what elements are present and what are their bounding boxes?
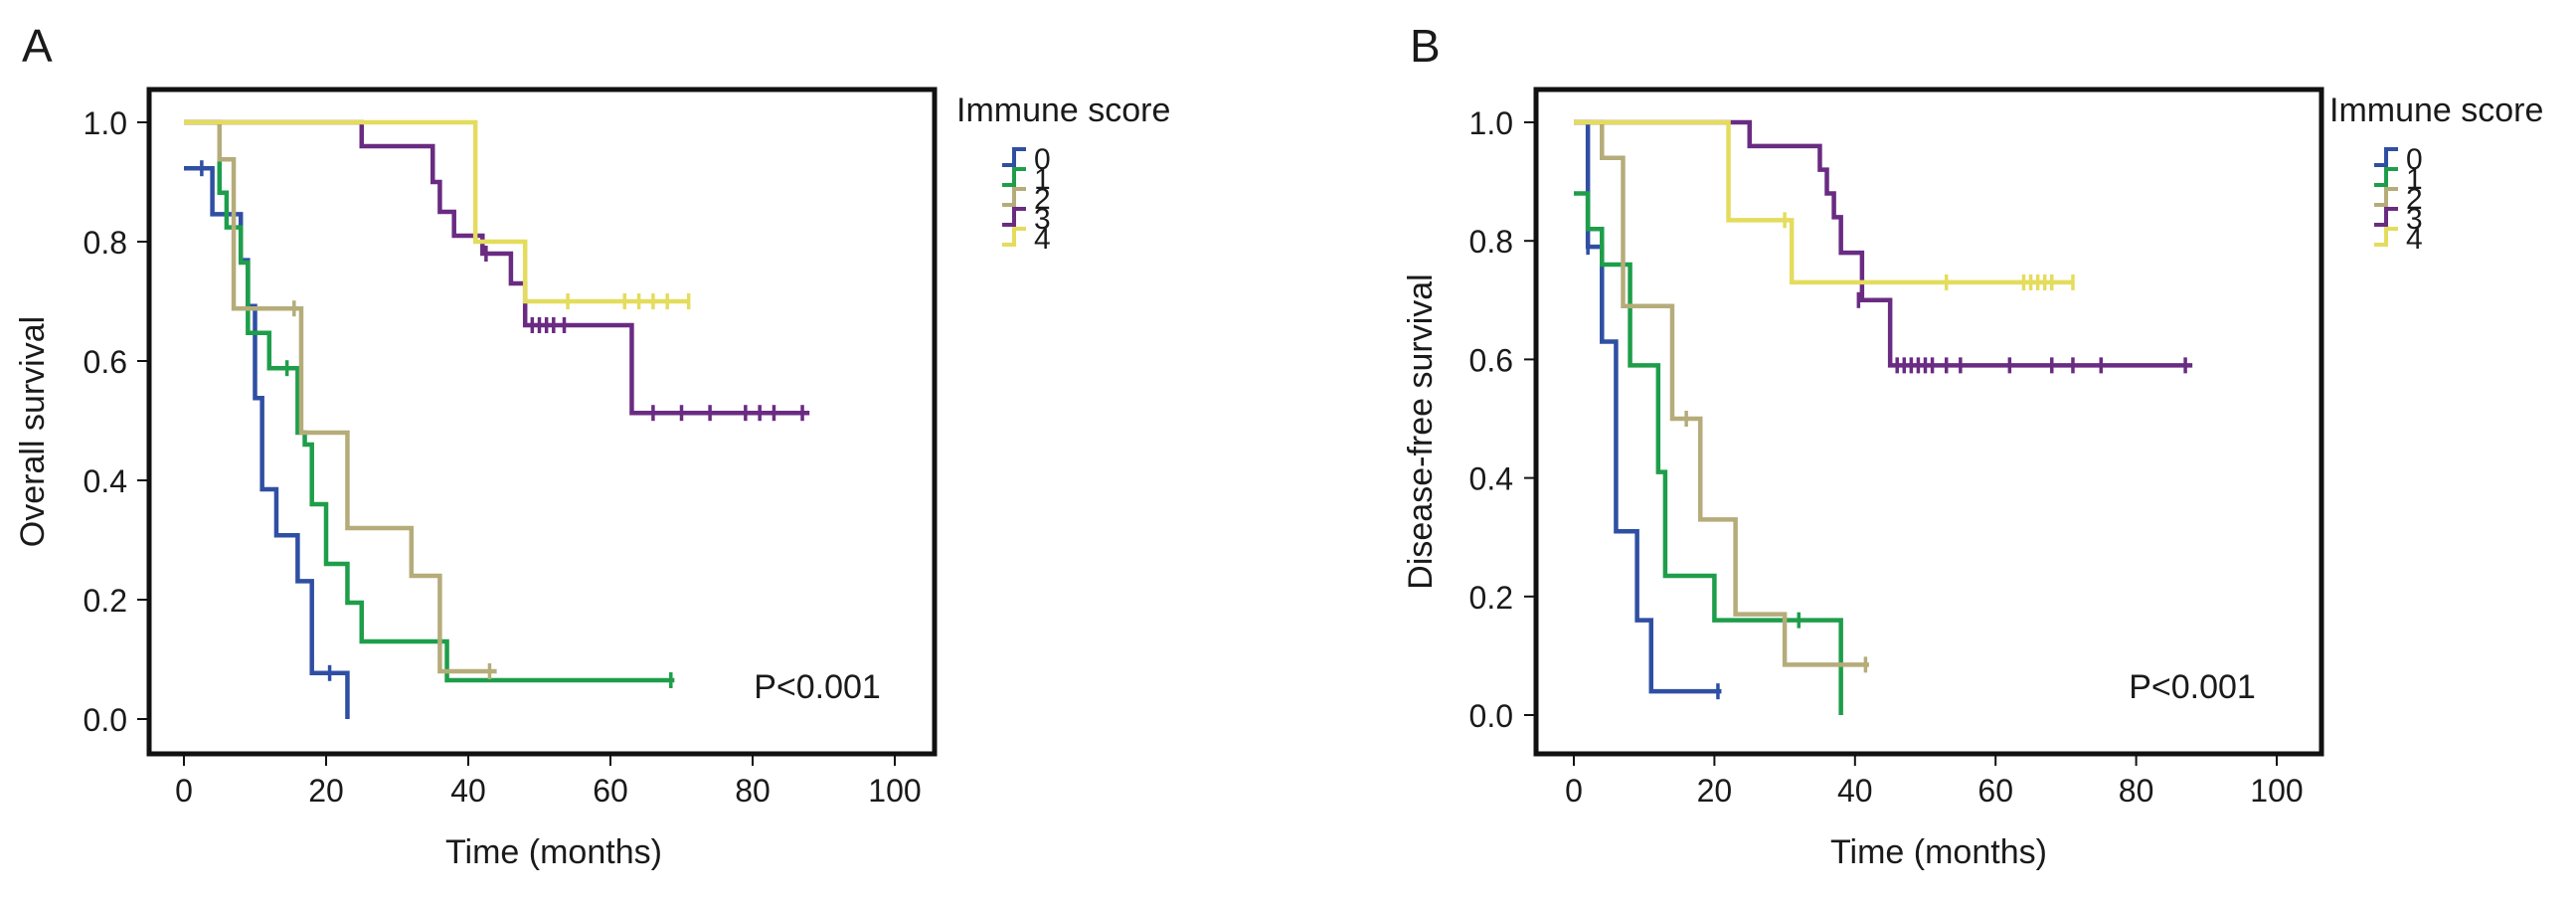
legend-swatch-0	[2374, 147, 2398, 167]
survival-curve-0	[184, 165, 350, 719]
legend-label-0: 0	[1034, 143, 1051, 176]
legend-label-0: 0	[2406, 143, 2423, 176]
x-tick-label: 80	[735, 773, 771, 809]
x-tick-label: 100	[868, 773, 921, 809]
x-axis: 0 20 40 60 80 100	[1565, 754, 2304, 809]
y-tick-label: 0.0	[84, 702, 127, 738]
y-tick-label: 0.8	[1469, 224, 1513, 260]
survival-curves	[1574, 119, 2193, 715]
x-tick-label: 20	[1697, 773, 1733, 809]
legend-swatch-4	[1002, 227, 1026, 247]
legend-swatch-1	[2374, 167, 2398, 187]
plot-frame	[146, 87, 938, 757]
survival-curve-2	[1574, 119, 1869, 667]
legend-swatch-3	[1002, 207, 1026, 227]
survival-curve-4	[1574, 119, 2073, 285]
y-axis-label: Overall survival	[14, 316, 52, 547]
legend-label-2: 2	[1034, 183, 1051, 216]
survival-curve-2	[184, 119, 497, 674]
panel-overall-survival: A 0.00.20.40.60.81.0 0 20 40 60 80 100 P<0.00…	[14, 20, 1170, 871]
x-tick-label: 80	[2119, 773, 2154, 809]
x-axis-label: Time (months)	[445, 833, 662, 871]
x-tick-label: 20	[308, 773, 344, 809]
y-tick-label: 0.2	[1469, 580, 1513, 616]
x-tick-label: 60	[1977, 773, 2013, 809]
legend-label-3: 3	[2406, 203, 2423, 236]
p-value-annotation: P<0.001	[2129, 668, 2256, 706]
survival-curve-3	[1574, 119, 2193, 368]
legend-swatch-2	[2374, 187, 2398, 207]
x-tick-label: 100	[2250, 773, 2303, 809]
legend-label-1: 1	[1034, 163, 1051, 196]
x-tick-label: 0	[1565, 773, 1583, 809]
legend-label-2: 2	[2406, 183, 2423, 216]
y-tick-label: 0.4	[1469, 461, 1513, 497]
panel-disease-free-survival: B 0.00.20.40.60.81.0 0 20 40 60 80 100 P<0.00…	[1402, 20, 2543, 871]
y-tick-label: 1.0	[84, 105, 127, 141]
legend-label-1: 1	[2406, 163, 2423, 196]
p-value-annotation: P<0.001	[754, 668, 881, 706]
panel-label: A	[22, 20, 53, 72]
legend-label-4: 4	[2406, 223, 2423, 256]
x-tick-label: 0	[175, 773, 193, 809]
y-axis-label: Disease-free survival	[1402, 273, 1440, 589]
x-axis-label: Time (months)	[1830, 833, 2047, 871]
y-tick-label: 1.0	[1469, 105, 1513, 141]
legend-swatch-1	[1002, 167, 1026, 187]
x-tick-label: 40	[1837, 773, 1873, 809]
legend-label-4: 4	[1034, 223, 1051, 256]
legend-title: Immune score	[2329, 91, 2543, 129]
y-axis: 0.0 0.2 0.4 0.6 0.8 1.0	[84, 105, 149, 738]
plot-frame	[1533, 87, 2324, 757]
y-tick-label: 0.4	[84, 463, 127, 499]
y-tick-label: 0.0	[1469, 698, 1513, 734]
panel-label: B	[1410, 20, 1441, 72]
x-tick-label: 40	[450, 773, 486, 809]
legend-label-3: 3	[1034, 203, 1051, 236]
y-tick-label: 0.6	[84, 344, 127, 380]
legend-swatch-2	[1002, 187, 1026, 207]
survival-curves	[184, 119, 810, 719]
y-tick-label: 0.6	[1469, 342, 1513, 378]
x-axis: 0 20 40 60 80 100	[175, 754, 922, 809]
x-tick-label: 60	[593, 773, 628, 809]
legend-swatch-4	[2374, 227, 2398, 247]
legend-swatch-3	[2374, 207, 2398, 227]
survival-curve-4	[184, 119, 689, 304]
y-tick-label: 0.8	[84, 225, 127, 261]
legend-title: Immune score	[956, 91, 1170, 129]
survival-curve-3	[184, 119, 810, 416]
legend-swatch-0	[1002, 147, 1026, 167]
y-axis: 0.0 0.2 0.4 0.6 0.8 1.0	[1469, 105, 1536, 734]
y-tick-label: 0.2	[84, 583, 127, 619]
